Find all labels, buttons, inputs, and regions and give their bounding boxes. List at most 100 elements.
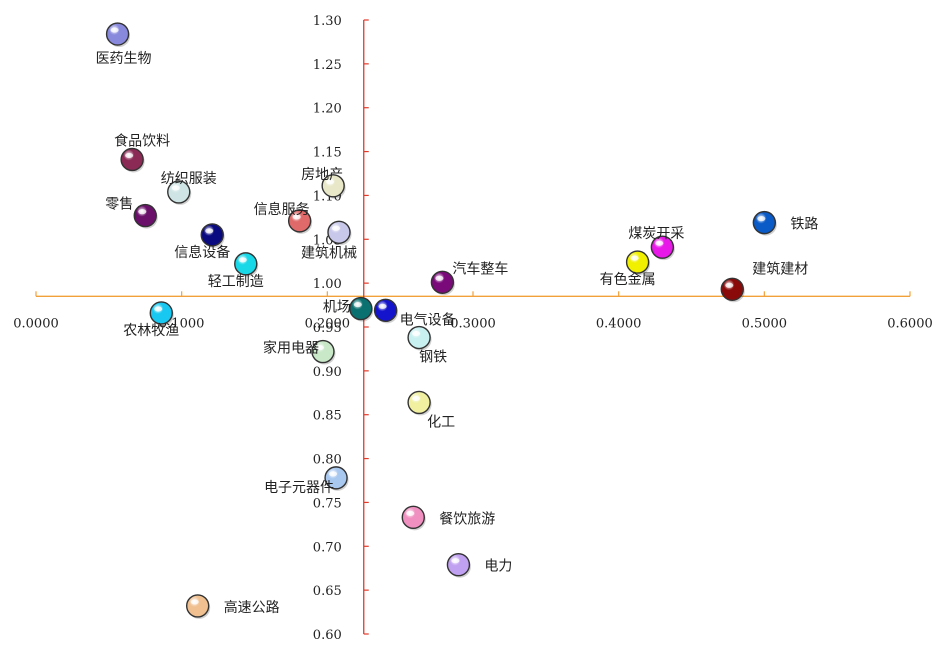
point-highlight (353, 301, 362, 308)
data-point (321, 174, 346, 199)
point-marker (752, 210, 777, 235)
x-tick-label: 0.0000 (13, 316, 59, 331)
point-label: 建筑建材 (752, 261, 808, 277)
point-label: 钢铁 (419, 350, 447, 366)
y-tick-label: 0.80 (313, 453, 342, 468)
point-label: 信息设备 (174, 244, 230, 261)
point-highlight (315, 344, 324, 351)
point-highlight (757, 216, 766, 222)
point-highlight (154, 306, 163, 312)
data-point (407, 390, 432, 416)
data-point (625, 250, 651, 276)
point-marker (349, 296, 373, 321)
point-label: 铁路 (790, 217, 818, 233)
y-tick-label: 0.85 (313, 409, 342, 424)
x-tick-label: 0.4000 (596, 316, 642, 331)
point-highlight (205, 228, 214, 234)
y-tick-label: 1.00 (313, 277, 342, 292)
point-marker (720, 277, 744, 301)
point-marker (373, 298, 398, 323)
point-marker (430, 270, 455, 294)
y-tick-label: 0.95 (313, 321, 342, 336)
point-marker (149, 301, 173, 325)
data-point (120, 147, 145, 173)
point-label: 食品饮料 (114, 132, 170, 149)
point-marker (446, 553, 471, 577)
point-highlight (125, 152, 134, 159)
x-tick-label: 0.2000 (305, 316, 351, 331)
y-tick-label: 0.90 (313, 365, 342, 380)
data-points (105, 22, 777, 619)
point-label: 零售 (105, 197, 133, 213)
point-marker (133, 203, 157, 228)
point-highlight (412, 330, 421, 337)
point-marker (105, 22, 130, 46)
data-point (324, 466, 349, 491)
point-marker (200, 223, 224, 247)
point-marker (401, 505, 425, 530)
point-highlight (292, 214, 301, 220)
data-point (430, 270, 455, 296)
point-marker (625, 250, 650, 274)
data-point (446, 553, 471, 578)
x-tick-label: 0.5000 (742, 316, 788, 331)
point-highlight (331, 225, 340, 231)
y-tick-label: 1.20 (313, 102, 342, 117)
point-label: 电力 (484, 559, 512, 575)
data-point (185, 594, 211, 619)
point-label: 机场 (323, 300, 351, 316)
point-highlight (378, 303, 387, 309)
point-highlight (435, 275, 444, 281)
point-highlight (110, 27, 119, 33)
y-tick-label: 0.70 (313, 540, 342, 555)
point-label: 化工 (427, 414, 455, 430)
point-label: 有色金属 (600, 271, 656, 288)
data-point (234, 252, 259, 277)
data-point (149, 301, 174, 326)
point-label: 医药生物 (96, 51, 152, 67)
data-point (167, 180, 192, 205)
x-tick-label: 0.6000 (887, 316, 933, 331)
point-label: 煤炭开采 (628, 226, 684, 242)
data-point (133, 203, 158, 229)
point-label: 电气设备 (400, 311, 456, 328)
data-point (373, 298, 399, 324)
data-point (720, 277, 745, 303)
point-label: 信息服务 (254, 201, 310, 218)
data-point (200, 223, 225, 248)
point-highlight (406, 510, 415, 516)
data-point (752, 210, 777, 236)
point-highlight (329, 471, 338, 477)
point-label: 建筑机械 (301, 245, 357, 261)
y-tick-label: 0.75 (313, 496, 342, 511)
point-highlight (451, 558, 460, 564)
x-tick-label: 0.3000 (450, 316, 496, 331)
data-point (407, 325, 432, 351)
data-point (327, 220, 352, 246)
y-tick-label: 0.65 (313, 584, 342, 599)
point-label: 电子元器件 (264, 480, 334, 496)
point-highlight (655, 240, 664, 246)
point-marker (185, 594, 210, 618)
y-tick-label: 0.60 (313, 628, 342, 643)
point-marker (234, 252, 258, 276)
data-point (105, 22, 131, 48)
point-marker (327, 220, 351, 244)
point-marker (407, 325, 431, 350)
point-label: 农林牧渔 (123, 323, 179, 339)
y-tick-label: 1.15 (313, 146, 342, 161)
point-label: 餐饮旅游 (439, 511, 495, 527)
data-point (349, 296, 374, 322)
point-highlight (412, 395, 421, 402)
point-highlight (725, 282, 734, 288)
point-highlight (171, 185, 180, 191)
y-tick-label: 1.25 (313, 58, 342, 73)
data-point (650, 235, 675, 261)
data-point (287, 209, 313, 234)
point-label: 家用电器 (263, 340, 319, 357)
point-highlight (238, 257, 247, 263)
point-highlight (630, 255, 639, 261)
point-highlight (190, 599, 199, 605)
